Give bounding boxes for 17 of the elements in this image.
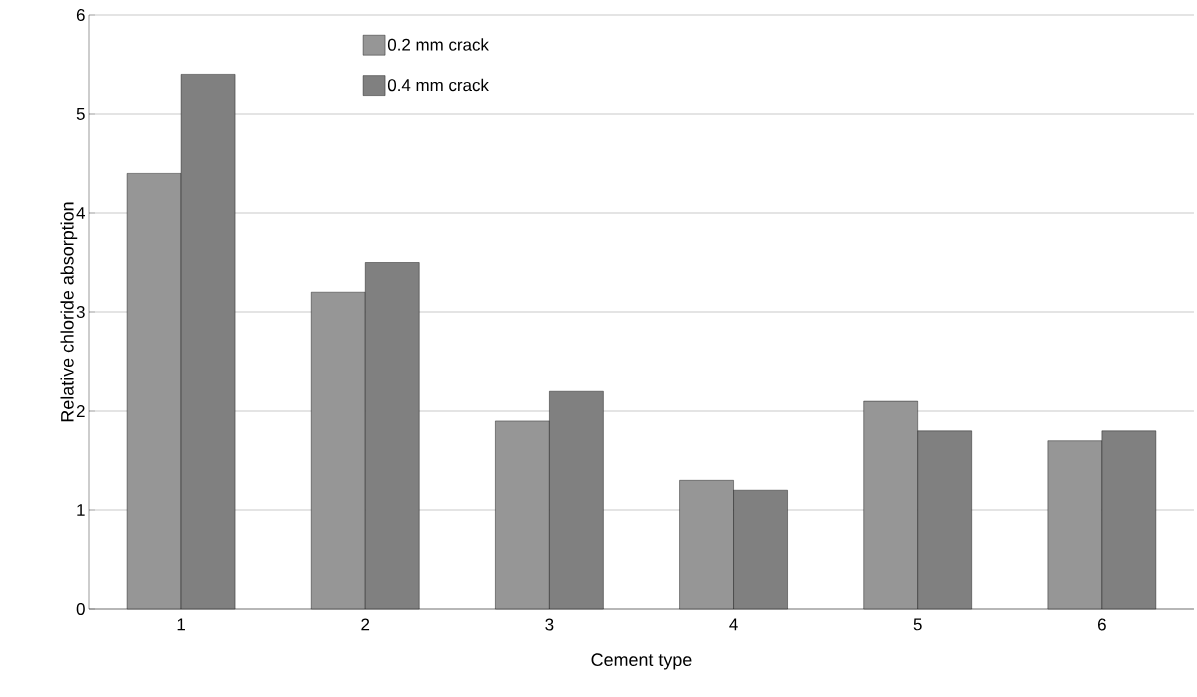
x-tick-label: 2 — [361, 618, 370, 631]
y-tick-label: 6 — [76, 9, 85, 21]
y-axis-title: Relative chloride absorption — [60, 202, 78, 422]
y-tick-label: 2 — [76, 405, 85, 417]
y-tick-label: 0 — [76, 603, 85, 615]
x-axis-title: Cement type — [591, 653, 692, 670]
y-tick-label: 5 — [76, 108, 85, 120]
y-tick-label: 1 — [77, 504, 85, 516]
x-tick-label: 5 — [913, 618, 922, 631]
x-tick-label: 6 — [1098, 618, 1106, 631]
legend-label: 0.4 mm crack — [387, 78, 489, 92]
legend-label: 0.2 mm crack — [387, 38, 489, 51]
x-tick-label: 3 — [545, 618, 554, 631]
x-tick-label: 1 — [177, 618, 185, 631]
y-tick-label: 3 — [76, 306, 85, 318]
x-tick-label: 4 — [729, 618, 738, 631]
y-tick-label: 4 — [76, 207, 85, 219]
